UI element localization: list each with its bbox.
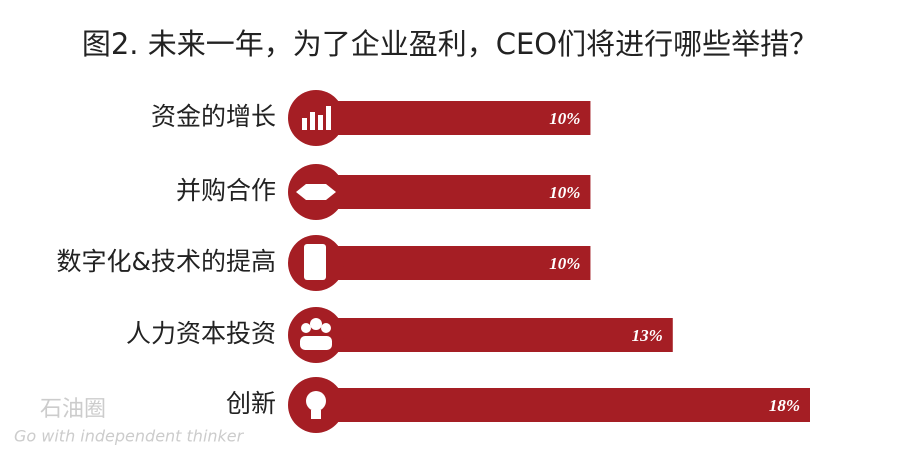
value-label: 13% <box>632 326 663 345</box>
bar <box>316 101 591 135</box>
value-label: 18% <box>769 396 800 415</box>
chart-title: 图2. 未来一年，为了企业盈利，CEO们将进行哪些举措？ <box>82 27 818 61</box>
bar <box>316 175 591 209</box>
category-label: 人力资本投资 <box>126 319 276 348</box>
bar <box>316 246 591 280</box>
value-label: 10% <box>549 109 580 128</box>
value-label: 10% <box>549 183 580 202</box>
watermark-tagline: Go with independent thinker <box>14 427 245 446</box>
value-label: 10% <box>549 254 580 273</box>
category-label: 创新 <box>226 389 276 418</box>
category-label: 数字化&技术的提高 <box>57 247 277 276</box>
bar <box>316 318 673 352</box>
category-label: 并购合作 <box>176 176 276 205</box>
icons <box>288 90 344 433</box>
watermark-logo: 石油圈 <box>40 397 106 422</box>
bar <box>316 388 810 422</box>
category-label: 资金的增长 <box>151 102 276 131</box>
